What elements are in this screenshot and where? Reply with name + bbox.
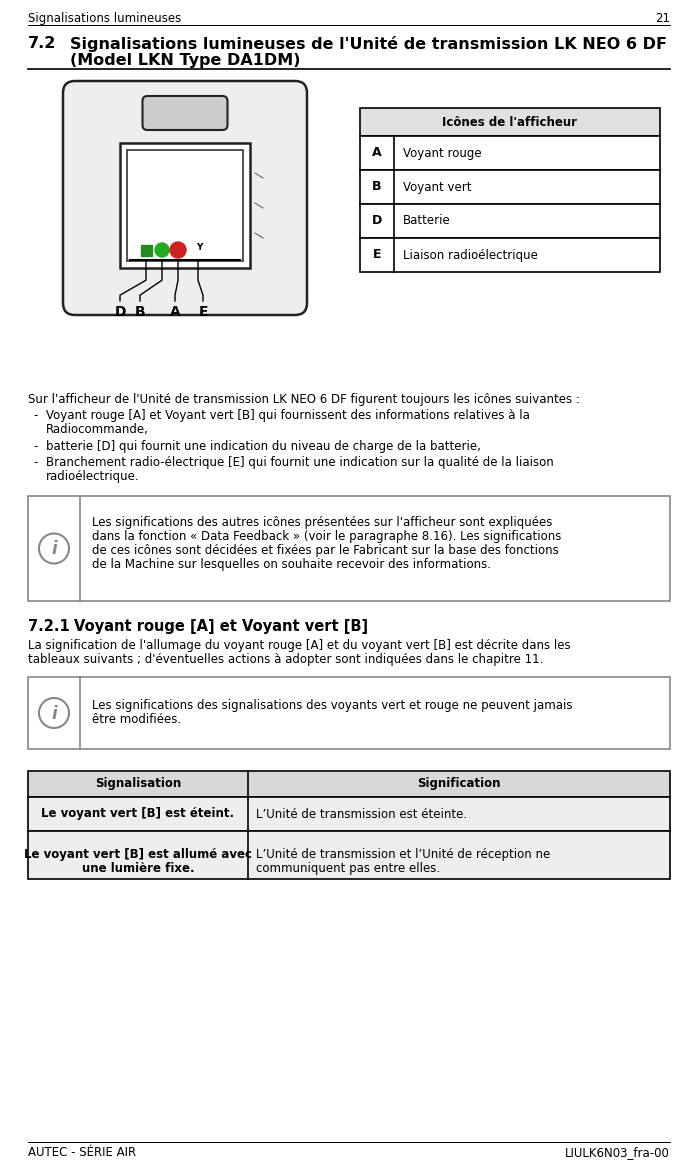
Text: LIULK6N03_fra-00: LIULK6N03_fra-00 <box>565 1146 670 1159</box>
Text: -: - <box>33 456 38 469</box>
Text: D: D <box>114 305 126 319</box>
Bar <box>28 677 670 749</box>
Bar <box>28 496 670 601</box>
Bar <box>28 831 670 880</box>
Bar <box>360 238 660 271</box>
Bar <box>360 108 660 136</box>
Text: D: D <box>372 214 382 227</box>
Text: Branchement radio-électrique [E] qui fournit une indication sur la qualité de la: Branchement radio-électrique [E] qui fou… <box>46 456 554 469</box>
Text: Y: Y <box>196 243 202 252</box>
Text: de ces icônes sont décidées et fixées par le Fabricant sur la base des fonctions: de ces icônes sont décidées et fixées pa… <box>92 544 559 557</box>
Text: B: B <box>372 181 382 193</box>
Text: Signalisations lumineuses: Signalisations lumineuses <box>28 12 181 24</box>
Bar <box>28 797 670 831</box>
Text: Les significations des signalisations des voyants vert et rouge ne peuvent jamai: Les significations des signalisations de… <box>92 699 572 712</box>
Text: (Model LKN Type DA1DM): (Model LKN Type DA1DM) <box>70 52 301 68</box>
Text: Voyant rouge [A] et Voyant vert [B]: Voyant rouge [A] et Voyant vert [B] <box>74 619 368 634</box>
Text: 7.2.1: 7.2.1 <box>28 619 70 634</box>
Text: Radiocommande,: Radiocommande, <box>46 423 149 436</box>
Text: AUTEC - SÉRIE AIR: AUTEC - SÉRIE AIR <box>28 1146 136 1159</box>
Circle shape <box>155 243 169 257</box>
Text: L’Unité de transmission est éteinte.: L’Unité de transmission est éteinte. <box>256 807 467 820</box>
FancyBboxPatch shape <box>142 96 228 130</box>
Text: Le voyant vert [B] est allumé avec: Le voyant vert [B] est allumé avec <box>24 848 252 861</box>
Text: i: i <box>51 541 57 558</box>
Text: A: A <box>372 147 382 160</box>
Text: radioélectrique.: radioélectrique. <box>46 469 140 483</box>
FancyBboxPatch shape <box>63 82 307 315</box>
Text: A: A <box>170 305 180 319</box>
Text: Sur l'afficheur de l'Unité de transmission LK NEO 6 DF figurent toujours les icô: Sur l'afficheur de l'Unité de transmissi… <box>28 393 580 405</box>
Bar <box>360 204 660 238</box>
Text: Icônes de l'afficheur: Icônes de l'afficheur <box>443 115 577 128</box>
Bar <box>127 150 243 261</box>
Text: Batterie: Batterie <box>403 214 451 227</box>
Bar <box>360 136 660 170</box>
Bar <box>140 245 151 255</box>
Text: Voyant rouge: Voyant rouge <box>403 147 482 160</box>
Text: Les significations des autres icônes présentées sur l'afficheur sont expliquées: Les significations des autres icônes pré… <box>92 516 552 529</box>
Text: Signification: Signification <box>417 777 500 791</box>
Text: Voyant rouge [A] et Voyant vert [B] qui fournissent des informations relatives à: Voyant rouge [A] et Voyant vert [B] qui … <box>46 409 530 422</box>
Text: 21: 21 <box>655 12 670 24</box>
Text: être modifiées.: être modifiées. <box>92 713 181 726</box>
Text: 7.2: 7.2 <box>28 36 57 51</box>
Text: B: B <box>135 305 145 319</box>
Text: communiquent pas entre elles.: communiquent pas entre elles. <box>256 862 440 875</box>
Text: Signalisation: Signalisation <box>95 777 181 791</box>
Text: Voyant vert: Voyant vert <box>403 181 472 193</box>
Text: de la Machine sur lesquelles on souhaite recevoir des informations.: de la Machine sur lesquelles on souhaite… <box>92 558 491 571</box>
Bar <box>28 771 670 797</box>
Text: -: - <box>33 440 38 453</box>
Text: Liaison radioélectrique: Liaison radioélectrique <box>403 248 538 261</box>
Text: une lumière fixe.: une lumière fixe. <box>82 862 194 875</box>
Text: Le voyant vert [B] est éteint.: Le voyant vert [B] est éteint. <box>41 807 235 820</box>
Text: tableaux suivants ; d'éventuelles actions à adopter sont indiquées dans le chapi: tableaux suivants ; d'éventuelles action… <box>28 654 543 666</box>
Text: dans la fonction « Data Feedback » (voir le paragraphe 8.16). Les significations: dans la fonction « Data Feedback » (voir… <box>92 530 561 543</box>
FancyBboxPatch shape <box>120 143 250 268</box>
Text: i: i <box>51 705 57 723</box>
Bar <box>360 170 660 204</box>
Text: L’Unité de transmission et l’Unité de réception ne: L’Unité de transmission et l’Unité de ré… <box>256 848 550 861</box>
Text: E: E <box>373 248 381 261</box>
Text: E: E <box>198 305 208 319</box>
Text: -: - <box>33 409 38 422</box>
Text: batterie [D] qui fournit une indication du niveau de charge de la batterie,: batterie [D] qui fournit une indication … <box>46 440 481 453</box>
Text: La signification de l'allumage du voyant rouge [A] et du voyant vert [B] est déc: La signification de l'allumage du voyant… <box>28 638 571 652</box>
Circle shape <box>170 242 186 257</box>
Text: Signalisations lumineuses de l'Unité de transmission LK NEO 6 DF: Signalisations lumineuses de l'Unité de … <box>70 36 667 52</box>
